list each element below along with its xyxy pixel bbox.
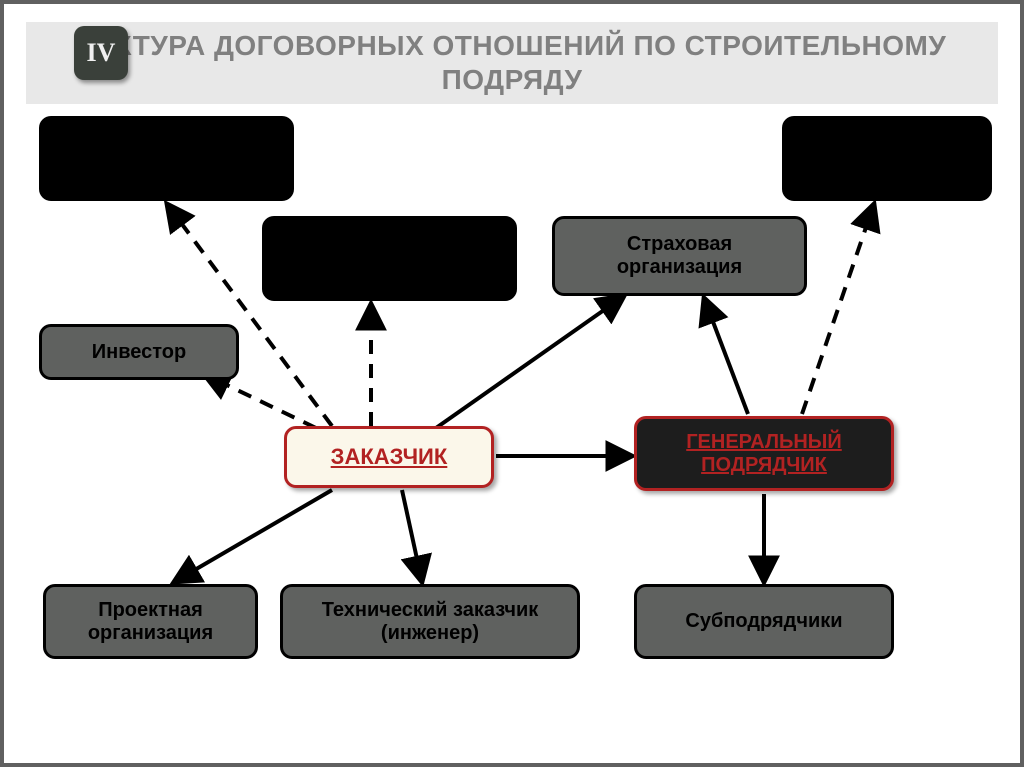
node-customer: ЗАКАЗЧИК [284,426,494,488]
node-investor: Инвестор [39,324,239,380]
slide: РУКТУРА ДОГОВОРНЫХ ОТНОШЕНИЙ ПО СТРОИТЕЛ… [0,0,1024,767]
node-tech-customer: Технический заказчик (инженер) [280,584,580,659]
node-top-right-black [782,116,992,201]
node-design-org: Проектная организация [43,584,258,659]
node-mid-black [262,216,517,301]
node-subcontractors: Субподрядчики [634,584,894,659]
node-insurance: Страховая организация [552,216,807,296]
node-gencontractor: ГЕНЕРАЛЬНЫЙ ПОДРЯДЧИК [634,416,894,491]
node-top-left-black [39,116,294,201]
title-text: РУКТУРА ДОГОВОРНЫХ ОТНОШЕНИЙ ПО СТРОИТЕЛ… [26,29,998,96]
roman-badge: IV [74,26,128,80]
title-band: РУКТУРА ДОГОВОРНЫХ ОТНОШЕНИЙ ПО СТРОИТЕЛ… [26,22,998,104]
